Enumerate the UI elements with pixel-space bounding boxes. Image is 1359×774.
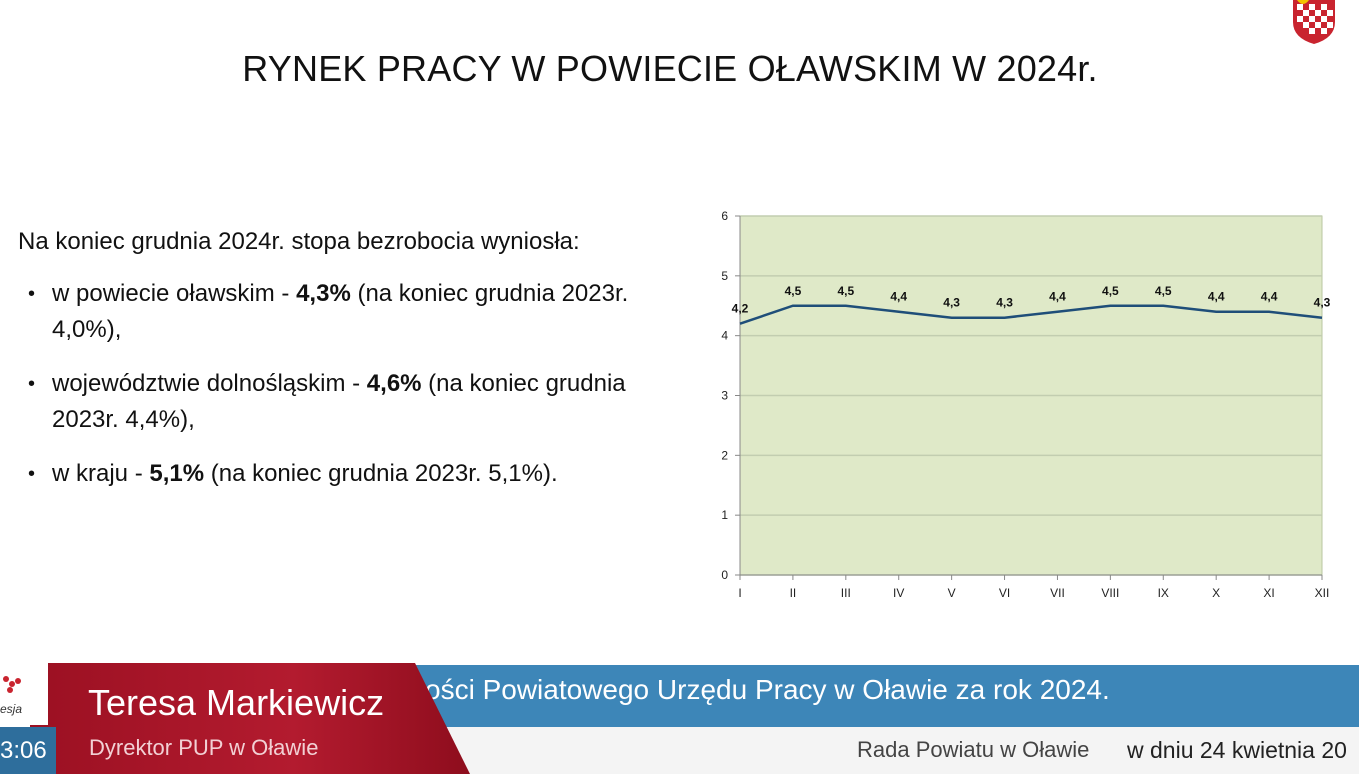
y-tick-label: 1 bbox=[721, 508, 728, 522]
data-label: 4,3 bbox=[1314, 296, 1331, 310]
bullet-pre: województwie dolnośląskim - bbox=[52, 370, 367, 397]
y-tick-label: 6 bbox=[721, 209, 728, 223]
data-label: 4,5 bbox=[1155, 284, 1172, 298]
intro-text: Na koniec grudnia 2024r. stopa bezroboci… bbox=[18, 228, 580, 255]
data-label: 4,4 bbox=[1208, 290, 1225, 304]
bullet-item: • w powiecie oławskim - 4,3% (na koniec … bbox=[18, 276, 698, 348]
channel-logo-text: esja bbox=[0, 702, 23, 716]
event-bar bbox=[430, 727, 1359, 774]
topic-text: ości Powiatowego Urzędu Pracy w Oławie z… bbox=[425, 674, 1110, 705]
slide-title: RYNEK PRACY W POWIECIE OŁAWSKIM W 2024r. bbox=[242, 48, 1098, 89]
event-date: w dniu 24 kwietnia 20 bbox=[1127, 737, 1347, 763]
y-tick-label: 0 bbox=[721, 568, 728, 582]
bullet-item: • województwie dolnośląskim - 4,6% (na k… bbox=[18, 366, 698, 438]
x-tick-label: XI bbox=[1263, 586, 1274, 600]
y-tick-label: 5 bbox=[721, 269, 728, 283]
y-tick-label: 2 bbox=[721, 448, 728, 462]
data-label: 4,3 bbox=[943, 296, 960, 310]
x-tick-label: II bbox=[790, 586, 797, 600]
data-label: 4,3 bbox=[996, 296, 1013, 310]
clock-time: 3:06 bbox=[0, 737, 47, 764]
unemployment-text: Na koniec grudnia 2024r. stopa bezroboci… bbox=[18, 224, 698, 510]
x-tick-label: VI bbox=[999, 586, 1010, 600]
x-tick-label: I bbox=[738, 586, 741, 600]
x-tick-label: X bbox=[1212, 586, 1220, 600]
bullet-post: (na koniec grudnia 2023r. 5,1%). bbox=[204, 460, 558, 487]
data-label: 4,5 bbox=[785, 284, 802, 298]
data-label: 4,5 bbox=[1102, 284, 1119, 298]
speaker-banner bbox=[30, 663, 470, 774]
bullet-value: 5,1% bbox=[149, 460, 205, 487]
data-label: 4,4 bbox=[890, 290, 907, 304]
bullet-pre: w powiecie oławskim - bbox=[52, 280, 297, 307]
bullet-post: (na koniec grudnia 2023r. 4,4%), bbox=[52, 370, 626, 433]
x-tick-label: VIII bbox=[1101, 586, 1119, 600]
channel-logo-icon bbox=[3, 676, 21, 693]
x-tick-label: V bbox=[948, 586, 956, 600]
channel-logo bbox=[0, 663, 48, 725]
bullet-icon: • bbox=[28, 463, 36, 485]
y-tick-label: 3 bbox=[721, 389, 728, 403]
clock-box bbox=[0, 727, 56, 774]
series-line bbox=[739, 304, 1323, 325]
bullet-pre: w kraju - bbox=[52, 460, 150, 487]
bullet-value: 4,6% bbox=[366, 370, 422, 397]
data-label: 4,4 bbox=[1261, 290, 1278, 304]
event-name: Rada Powiatu w Oławie bbox=[857, 737, 1090, 762]
x-tick-label: III bbox=[841, 586, 851, 600]
x-tick-label: XII bbox=[1315, 586, 1330, 600]
bullet-icon: • bbox=[28, 373, 36, 395]
x-tick-label: IV bbox=[893, 586, 904, 600]
x-tick-label: IX bbox=[1158, 586, 1169, 600]
bullet-value: 4,3% bbox=[296, 280, 351, 307]
speaker-role: Dyrektor PUP w Oławie bbox=[89, 735, 319, 760]
data-label: 4,5 bbox=[837, 284, 854, 298]
bullet-list: • w powiecie oławskim - 4,3% (na koniec … bbox=[18, 276, 698, 492]
topic-banner bbox=[400, 665, 1359, 727]
bullet-item: • w kraju - 5,1% (na koniec grudnia 2023… bbox=[18, 456, 698, 492]
speaker-name: Teresa Markiewicz bbox=[88, 682, 385, 723]
bullet-icon: • bbox=[28, 283, 36, 305]
coat-of-arms-icon bbox=[1293, 0, 1335, 44]
data-label: 4,4 bbox=[1049, 290, 1066, 304]
y-tick-label: 4 bbox=[721, 329, 728, 343]
x-tick-label: VII bbox=[1050, 586, 1065, 600]
data-label: 4,2 bbox=[732, 302, 749, 316]
bullet-post: (na koniec grudnia 2023r. 4,0%), bbox=[52, 280, 629, 343]
